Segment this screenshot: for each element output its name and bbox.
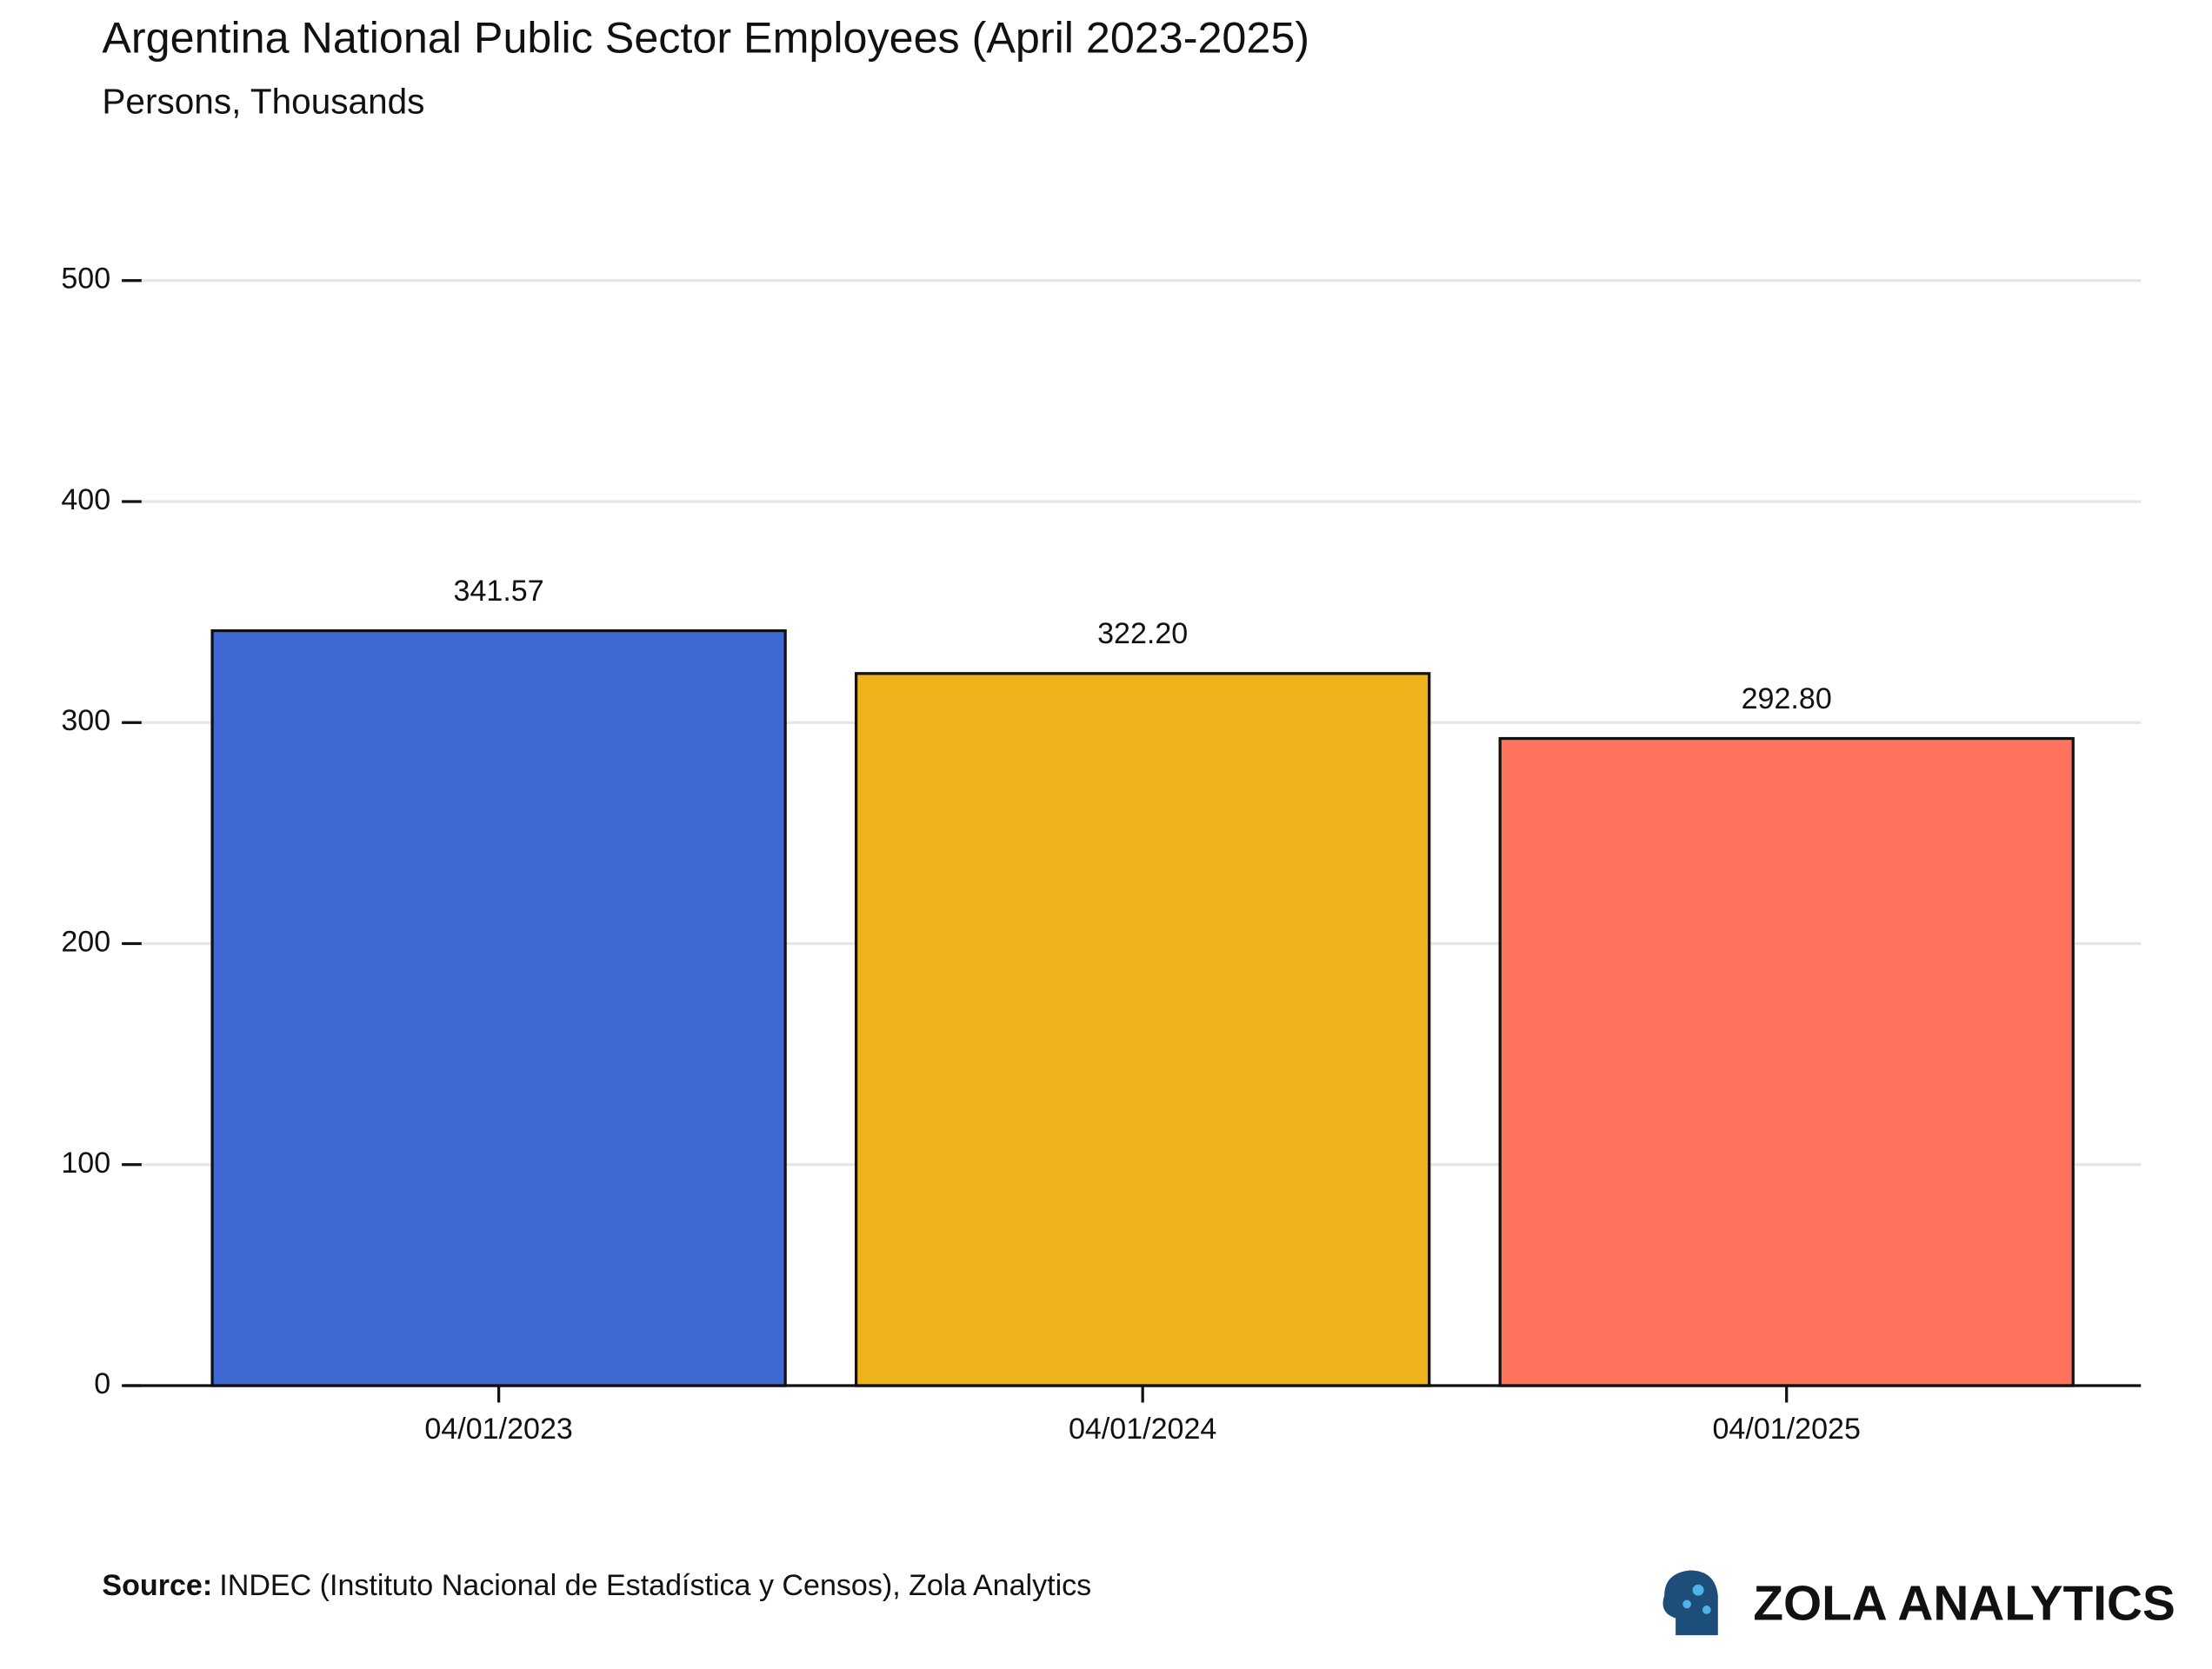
bar [1498, 736, 2075, 1387]
brand-logo [1662, 1570, 1718, 1636]
chart-subtitle: Persons, Thousands [102, 82, 424, 122]
y-tick-label: 400 [61, 483, 110, 516]
y-tick-label: 300 [61, 704, 110, 737]
value-label: 322.20 [1097, 617, 1188, 650]
value-label: 341.57 [454, 575, 544, 608]
x-tick-label: 04/01/2023 [424, 1413, 572, 1446]
source-label: Source: [102, 1569, 212, 1602]
value-label: 292.80 [1742, 682, 1832, 715]
x-tick-label: 04/01/2024 [1069, 1413, 1216, 1446]
bar [210, 628, 787, 1387]
bar [854, 672, 1431, 1387]
y-tick-label: 0 [94, 1367, 110, 1400]
x-tick-label: 04/01/2025 [1712, 1413, 1860, 1446]
chart-title: Argentina National Public Sector Employe… [102, 12, 1309, 62]
brand-name: ZOLA ANALYTICS [1753, 1577, 2175, 1632]
y-tick-label: 100 [61, 1147, 110, 1180]
y-tick-label: 500 [61, 263, 110, 296]
source-text: INDEC (Instituto Nacional de Estadística… [219, 1569, 1091, 1602]
y-tick-label: 200 [61, 926, 110, 959]
source-note: Source: INDEC (Instituto Nacional de Esta… [102, 1569, 1091, 1602]
